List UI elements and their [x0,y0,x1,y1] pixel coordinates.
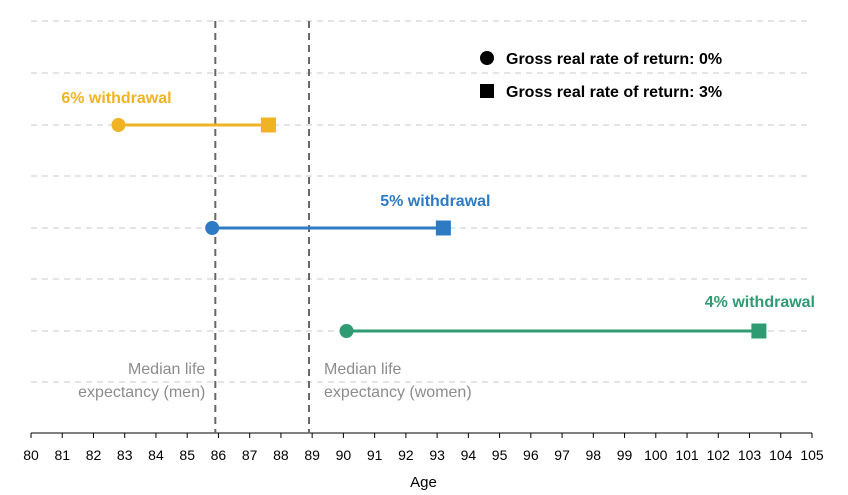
x-tick-label: 93 [429,447,445,463]
x-tick-label: 98 [586,447,602,463]
x-tick-label: 102 [707,447,731,463]
x-tick-label: 97 [554,447,570,463]
x-tick-label: 101 [675,447,699,463]
x-tick-label: 85 [179,447,195,463]
x-tick-label: 92 [398,447,414,463]
x-tick-label: 96 [523,447,539,463]
x-tick-label: 95 [492,447,508,463]
start-point-0pct [205,221,220,235]
reference-line-label: Median life [128,361,205,378]
x-tick-label: 84 [148,447,164,463]
series-label: 4% withdrawal [705,294,815,311]
x-tick-label: 100 [644,447,668,463]
x-tick-label: 94 [461,447,477,463]
x-tick-label: 103 [738,447,762,463]
end-point-3pct [435,220,451,236]
legend-label: Gross real rate of return: 0% [506,51,722,68]
x-axis: 80 81 82 83 84 85 86 87 88 89 90 91 92 93 94 95 96 97 98 99… [23,432,824,491]
reference-line-label: expectancy (women) [324,384,472,401]
x-tick-label: 86 [211,447,227,463]
start-point-0pct [111,118,126,132]
x-tick-label: 91 [367,447,383,463]
reference-line-label: expectancy (men) [78,384,205,401]
x-tick-label: 83 [117,447,133,463]
series-label: 6% withdrawal [61,90,171,107]
series-group: 6% withdrawal 5% withdrawal 4% withdrawal [61,90,815,339]
x-axis-title: Age [410,474,437,491]
x-tick-label: 88 [273,447,289,463]
end-point-3pct [751,323,767,339]
series-label: 5% withdrawal [380,193,490,210]
x-tick-label: 87 [242,447,258,463]
x-tick-label: 99 [617,447,633,463]
legend-label: Gross real rate of return: 3% [506,84,722,101]
x-tick-label: 104 [769,447,793,463]
legend-square-marker [480,84,494,98]
legend-circle-marker [480,51,494,65]
x-tick-label: 81 [54,447,70,463]
x-tick-label: 89 [304,447,320,463]
x-tick-label: 105 [800,447,824,463]
x-tick-label: 80 [23,447,39,463]
reference-line-label: Median life [324,361,401,378]
x-tick-label: 90 [336,447,352,463]
end-point-3pct [260,117,276,133]
start-point-0pct [339,324,354,338]
x-tick-label: 82 [86,447,102,463]
legend: Gross real rate of return: 0% Gross real … [480,51,722,101]
